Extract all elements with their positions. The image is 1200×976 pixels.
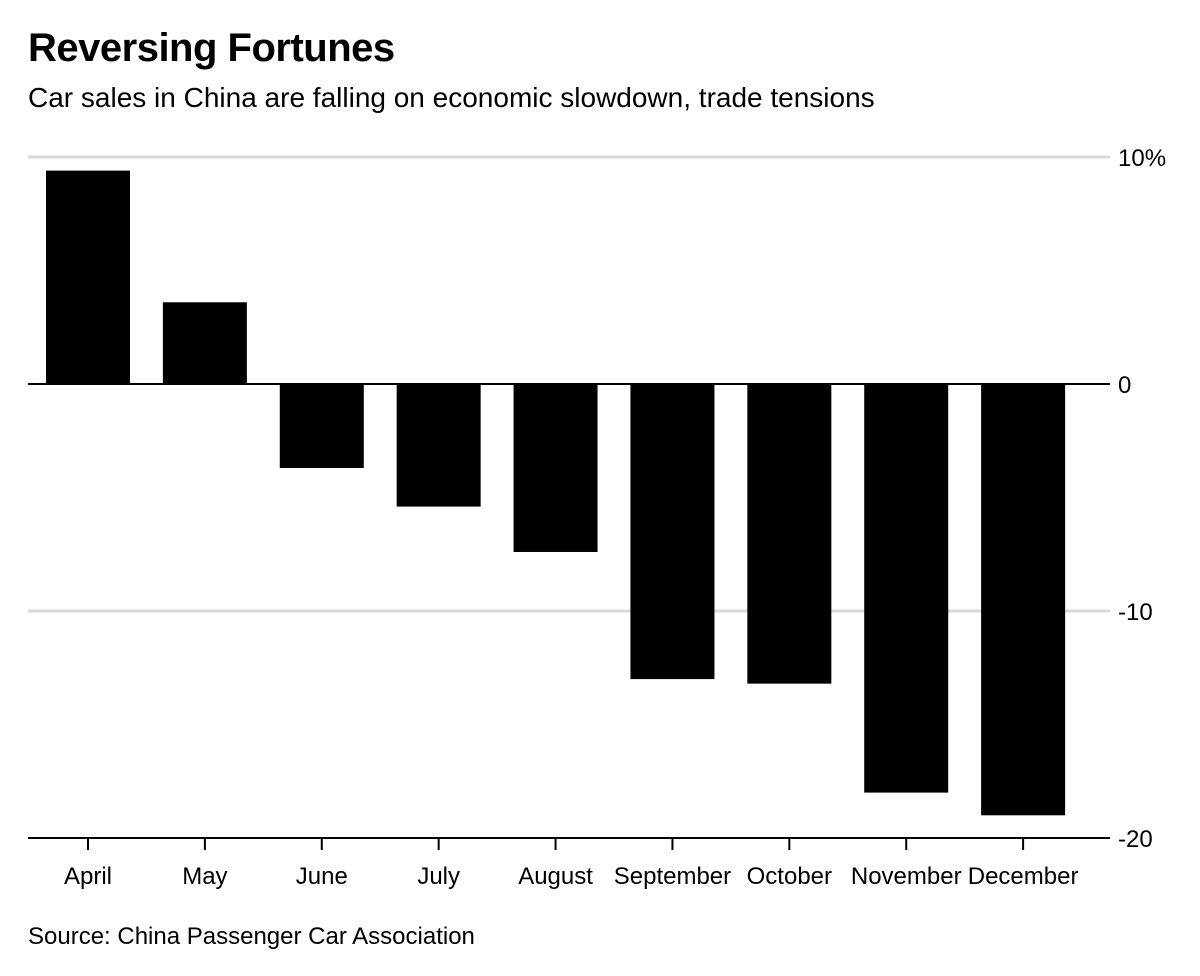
- x-tick-label: April: [64, 863, 112, 890]
- tick-labels: 10% 0 -10 -20 April May June July August Septembe…: [64, 145, 1166, 890]
- bar-december: [981, 384, 1066, 816]
- x-tick-label: June: [296, 863, 348, 890]
- x-tick-label: July: [417, 863, 460, 890]
- x-tick-label: September: [614, 863, 731, 890]
- bar-october: [747, 384, 832, 684]
- bars: [46, 170, 1066, 816]
- x-tick-label: May: [182, 863, 227, 890]
- bar-november: [864, 384, 949, 793]
- x-tick-label: August: [518, 863, 593, 890]
- bar-june: [279, 384, 364, 468]
- y-tick-label: -10: [1118, 599, 1153, 626]
- x-tick-label: November: [851, 863, 962, 890]
- x-tick-label: December: [968, 863, 1079, 890]
- bar-september: [630, 384, 715, 680]
- bar-july: [396, 384, 481, 507]
- y-tick-label: 0: [1118, 372, 1131, 399]
- bar-august: [513, 384, 598, 552]
- chart-source: Source: China Passenger Car Association: [28, 923, 475, 950]
- chart-subtitle: Car sales in China are falling on econom…: [28, 82, 875, 113]
- bar-may: [162, 302, 247, 384]
- y-tick-label: -20: [1118, 826, 1153, 853]
- chart-title: Reversing Fortunes: [28, 26, 395, 70]
- bar-april: [46, 170, 130, 384]
- axes: [28, 383, 1110, 850]
- y-tick-label: 10%: [1118, 145, 1166, 172]
- x-tick-label: October: [747, 863, 832, 890]
